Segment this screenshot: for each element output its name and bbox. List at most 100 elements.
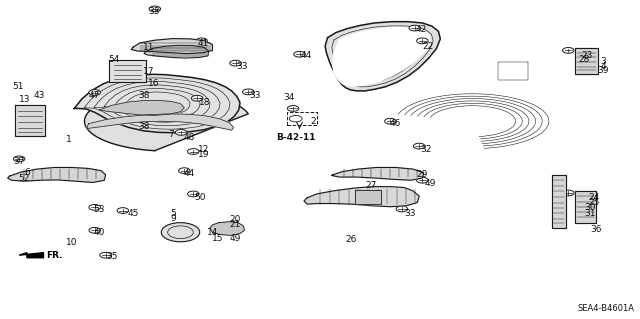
Text: 33: 33 xyxy=(404,209,415,218)
Circle shape xyxy=(175,130,187,135)
Polygon shape xyxy=(144,45,209,58)
Text: 5: 5 xyxy=(170,209,175,218)
Circle shape xyxy=(19,173,30,179)
Circle shape xyxy=(179,168,190,174)
Text: 38: 38 xyxy=(138,91,150,100)
Polygon shape xyxy=(19,253,44,258)
Text: 52: 52 xyxy=(19,174,30,183)
Text: 24: 24 xyxy=(588,193,600,202)
Circle shape xyxy=(413,143,425,149)
Circle shape xyxy=(409,25,420,31)
Polygon shape xyxy=(84,92,248,151)
Text: 11: 11 xyxy=(143,43,154,52)
Text: 31: 31 xyxy=(584,209,596,218)
Text: 4: 4 xyxy=(600,63,605,71)
Circle shape xyxy=(385,118,396,124)
Text: 51: 51 xyxy=(12,82,24,91)
Text: 33: 33 xyxy=(148,7,159,16)
Text: 42: 42 xyxy=(415,25,427,34)
Text: 30: 30 xyxy=(584,204,596,212)
Circle shape xyxy=(100,252,111,258)
Polygon shape xyxy=(325,22,440,91)
Circle shape xyxy=(149,6,161,12)
Text: 54: 54 xyxy=(108,55,120,63)
Polygon shape xyxy=(15,105,45,136)
Text: 50: 50 xyxy=(194,193,205,202)
Circle shape xyxy=(563,190,574,196)
Text: 6: 6 xyxy=(24,168,29,177)
Circle shape xyxy=(117,208,129,213)
Circle shape xyxy=(230,60,241,66)
Polygon shape xyxy=(332,167,424,180)
Polygon shape xyxy=(552,175,566,228)
Text: 22: 22 xyxy=(422,42,433,51)
Text: 44: 44 xyxy=(300,51,312,60)
Text: 53: 53 xyxy=(93,205,105,214)
Circle shape xyxy=(196,38,207,44)
Text: 32: 32 xyxy=(420,145,431,154)
Polygon shape xyxy=(210,222,244,235)
Text: 29: 29 xyxy=(417,170,428,179)
Text: 12: 12 xyxy=(198,145,209,154)
Circle shape xyxy=(287,106,299,111)
Text: 17: 17 xyxy=(143,67,154,76)
Text: 23: 23 xyxy=(582,51,593,60)
Text: 48: 48 xyxy=(183,133,195,142)
Text: 14: 14 xyxy=(207,228,218,237)
Polygon shape xyxy=(87,114,234,130)
Text: 26: 26 xyxy=(345,235,356,244)
Polygon shape xyxy=(109,60,146,82)
Text: 34: 34 xyxy=(284,93,295,102)
Text: SEA4-B4601A: SEA4-B4601A xyxy=(578,304,635,313)
Circle shape xyxy=(396,206,408,212)
Circle shape xyxy=(289,115,302,122)
Text: 13: 13 xyxy=(19,95,30,104)
Circle shape xyxy=(161,223,200,242)
Polygon shape xyxy=(131,39,212,54)
Text: FR.: FR. xyxy=(46,251,63,260)
Circle shape xyxy=(243,89,254,95)
Polygon shape xyxy=(575,48,598,74)
Circle shape xyxy=(191,95,203,101)
Circle shape xyxy=(89,90,100,95)
Text: 20: 20 xyxy=(230,215,241,224)
Text: 1: 1 xyxy=(67,135,72,144)
Text: 49: 49 xyxy=(424,179,436,188)
Text: 43: 43 xyxy=(34,91,45,100)
Text: 45: 45 xyxy=(127,209,139,218)
Polygon shape xyxy=(8,167,106,182)
Text: 3: 3 xyxy=(600,57,605,66)
Circle shape xyxy=(13,156,25,162)
Text: 46: 46 xyxy=(390,119,401,128)
Polygon shape xyxy=(575,191,596,223)
Text: 36: 36 xyxy=(591,225,602,234)
Text: 39: 39 xyxy=(597,66,609,75)
Text: 33: 33 xyxy=(249,91,260,100)
Text: 18: 18 xyxy=(199,98,211,107)
Text: 16: 16 xyxy=(148,79,159,88)
Circle shape xyxy=(294,51,305,57)
Text: 41: 41 xyxy=(198,39,209,48)
Text: 47: 47 xyxy=(89,91,100,100)
Text: 21: 21 xyxy=(230,220,241,229)
Text: 10: 10 xyxy=(66,238,77,247)
Polygon shape xyxy=(304,187,419,207)
Text: 38: 38 xyxy=(138,122,150,130)
Circle shape xyxy=(417,38,428,44)
Text: 40: 40 xyxy=(93,228,105,237)
Circle shape xyxy=(89,204,100,210)
Text: 35: 35 xyxy=(106,252,118,261)
Circle shape xyxy=(89,227,100,233)
Text: 27: 27 xyxy=(365,181,377,190)
Text: 28: 28 xyxy=(578,56,589,64)
Circle shape xyxy=(417,177,428,183)
Polygon shape xyxy=(99,100,184,115)
Text: 44: 44 xyxy=(183,169,195,178)
Circle shape xyxy=(188,191,199,197)
Polygon shape xyxy=(355,190,381,204)
Polygon shape xyxy=(74,74,240,133)
Text: 9: 9 xyxy=(170,214,175,223)
Bar xyxy=(287,112,317,125)
Text: 33: 33 xyxy=(236,62,248,71)
Circle shape xyxy=(188,149,199,154)
